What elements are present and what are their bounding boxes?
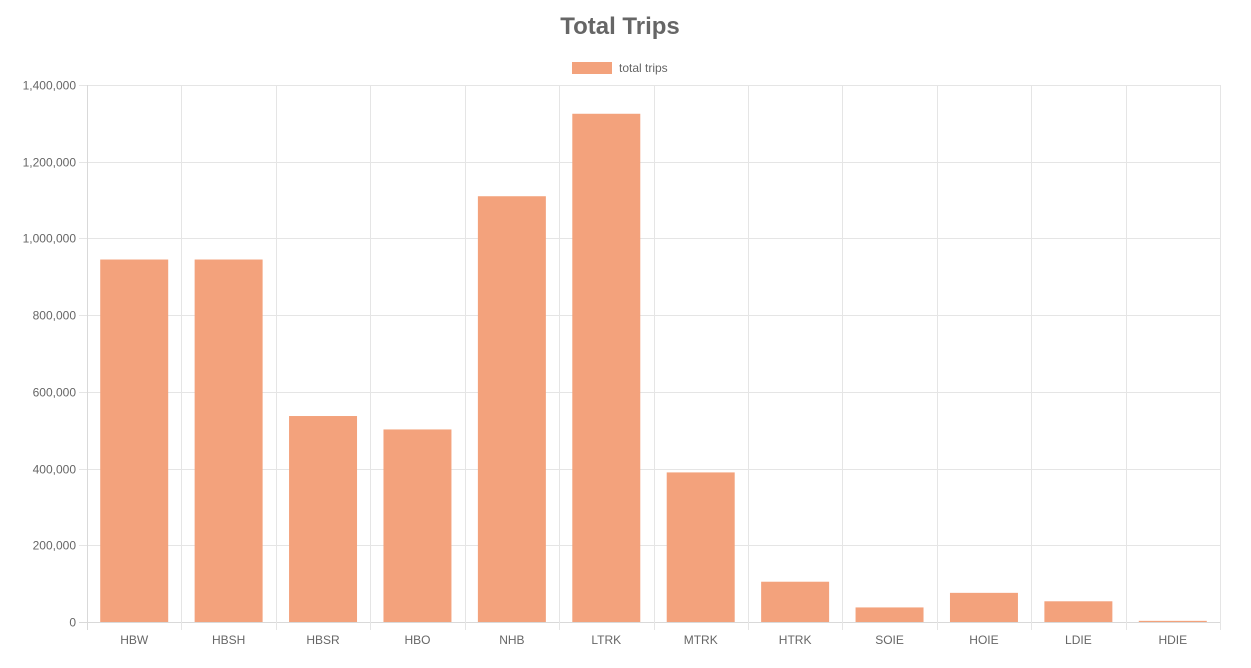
y-axis-tick-labels: 0 200,000 400,000 600,000 800,000 1,000,000 1,…	[23, 79, 77, 630]
bar-soie[interactable]	[855, 607, 924, 622]
bar-hbo[interactable]	[383, 429, 452, 622]
x-tick-label: HDIE	[1158, 633, 1187, 647]
y-tick-label: 400,000	[33, 463, 77, 477]
x-tick-label: HTRK	[779, 633, 812, 647]
x-tick-label: MTRK	[684, 633, 718, 647]
x-tick-label: HBW	[120, 633, 149, 647]
x-tick-label: NHB	[499, 633, 524, 647]
x-gridlines	[87, 85, 1221, 630]
bar-hbsh[interactable]	[194, 259, 263, 622]
y-tick-label: 200,000	[33, 539, 77, 553]
bar-ltrk[interactable]	[572, 113, 641, 623]
x-tick-label: HBSH	[212, 633, 245, 647]
x-tick-label: HOIE	[969, 633, 998, 647]
bars	[100, 113, 1207, 623]
bar-hbw[interactable]	[100, 259, 169, 622]
x-tick-label: HBO	[404, 633, 430, 647]
y-tick-label: 0	[69, 616, 76, 630]
x-axis-tick-labels: HBW HBSH HBSR HBO NHB LTRK MTRK HTRK SOIE HOIE LDI…	[120, 633, 1187, 647]
chart-title: Total Trips	[560, 13, 680, 40]
x-tick-label: LTRK	[591, 633, 621, 647]
y-tick-label: 1,400,000	[23, 79, 77, 93]
bar-mtrk[interactable]	[666, 472, 735, 622]
y-tick-label: 1,200,000	[23, 156, 77, 170]
bar-hbsr[interactable]	[289, 416, 358, 622]
legend-label[interactable]: total trips	[619, 61, 668, 75]
y-tick-label: 1,000,000	[23, 232, 77, 246]
x-tick-label: LDIE	[1065, 633, 1092, 647]
bar-hoie[interactable]	[949, 592, 1018, 622]
bar-hdie[interactable]	[1138, 620, 1207, 622]
legend-swatch[interactable]	[572, 62, 612, 74]
y-gridlines	[79, 85, 1220, 623]
x-tick-label: SOIE	[875, 633, 904, 647]
bar-nhb[interactable]	[477, 196, 546, 622]
bar-htrk[interactable]	[761, 581, 830, 622]
y-tick-label: 800,000	[33, 309, 77, 323]
y-tick-label: 600,000	[33, 386, 77, 400]
x-tick-label: HBSR	[306, 633, 340, 647]
legend[interactable]: total trips	[572, 61, 668, 75]
bar-ldie[interactable]	[1044, 601, 1113, 622]
